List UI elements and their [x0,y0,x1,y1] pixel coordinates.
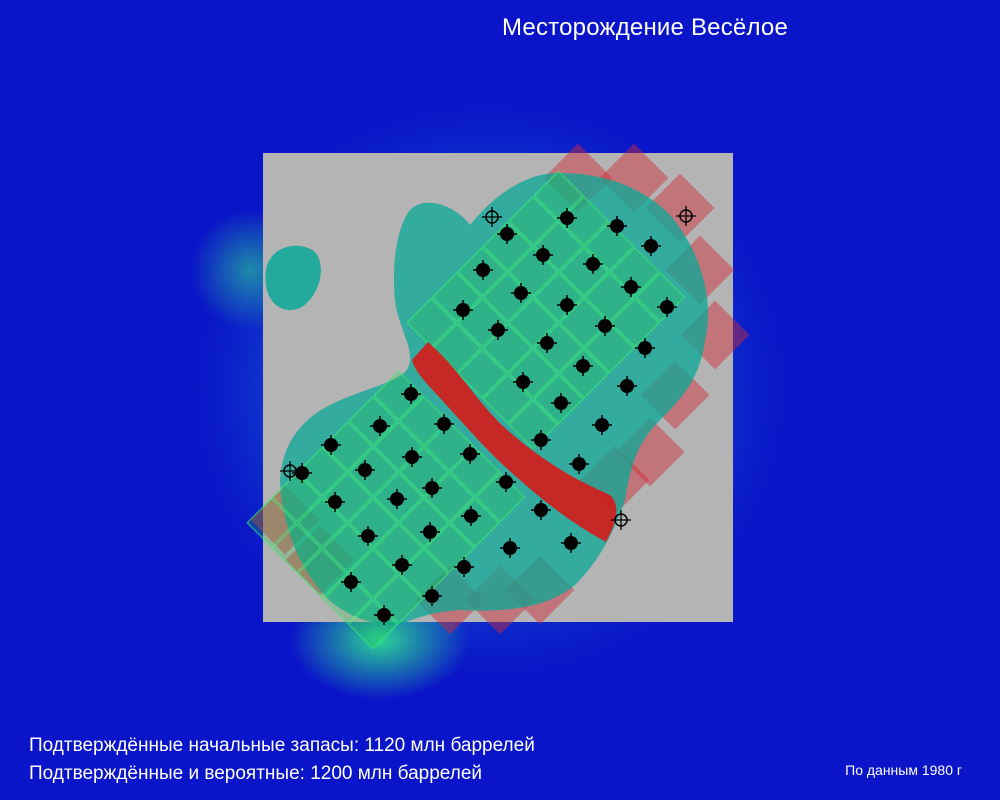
grid-cell [297,548,348,599]
exploration-well-icon[interactable] [676,206,696,226]
producing-well-icon[interactable] [641,236,661,256]
grid-cell [609,246,661,297]
exploration-well-icon[interactable] [611,510,631,530]
producing-well-icon[interactable] [420,522,440,542]
producing-well-icon[interactable] [434,414,454,434]
grid-cell [457,348,508,399]
grid-cell [348,497,399,548]
wells-layer [280,206,696,625]
grid-cell [508,195,559,247]
producing-well-icon[interactable] [617,376,637,396]
producing-well-icon[interactable] [374,605,394,625]
grid-cell [449,497,501,548]
producing-well-icon[interactable] [392,555,412,575]
grid-cell [533,170,584,221]
producing-well-icon[interactable] [460,444,480,464]
grid-cell [348,395,399,447]
grid-cell [609,297,661,348]
producing-well-icon[interactable] [402,447,422,467]
producing-well-icon[interactable] [341,572,361,592]
grid-cell [398,395,450,447]
producing-well-icon[interactable] [422,478,442,498]
grid-cell [271,523,322,574]
producing-well-icon[interactable] [533,245,553,265]
producing-well-icon[interactable] [461,506,481,526]
producing-well-icon[interactable] [321,435,341,455]
producing-well-icon[interactable] [595,316,615,336]
producing-well-icon[interactable] [497,224,517,244]
producing-well-icon[interactable] [500,538,520,558]
grid-cell [348,446,399,497]
grid-cell [322,574,373,625]
producing-well-icon[interactable] [473,260,493,280]
producing-well-icon[interactable] [531,500,551,520]
producing-well-icon[interactable] [325,492,345,512]
grid-cell [424,421,475,472]
source-note: По данным 1980 г [845,762,962,778]
producing-well-icon[interactable] [551,393,571,413]
grid-cell [424,523,475,574]
grid-cell [373,370,424,421]
producing-well-icon[interactable] [454,557,474,577]
producing-well-icon[interactable] [607,216,627,236]
grid-cell [348,548,399,599]
producing-well-icon[interactable] [635,338,655,358]
producing-well-icon[interactable] [488,320,508,340]
producing-well-icon[interactable] [422,586,442,606]
grid-cell [246,497,297,548]
reservoir-west [265,245,321,311]
producing-well-icon[interactable] [401,384,421,404]
reserves-summary: Подтверждённые начальные запасы: 1120 мл… [29,732,535,788]
producing-well-icon[interactable] [583,254,603,274]
grid-cell [508,297,559,348]
producing-well-icon[interactable] [657,297,677,317]
grid-cell [482,221,533,272]
grid-cell [297,446,348,497]
producing-well-icon[interactable] [387,489,407,509]
producing-well-icon[interactable] [511,283,531,303]
producing-well-icon[interactable] [573,356,593,376]
grid-cell [584,221,635,272]
grid-cell [482,272,533,323]
grid-cell [475,472,526,523]
producing-well-icon[interactable] [537,333,557,353]
producing-well-icon[interactable] [557,208,577,228]
producing-well-icon[interactable] [370,416,390,436]
producing-well-icon[interactable] [358,526,378,546]
grid-cell [322,421,373,472]
grid-cell [558,297,610,348]
producing-well-icon[interactable] [569,454,589,474]
exploration-well-icon[interactable] [280,461,300,481]
grid-cell [297,497,348,548]
producing-well-icon[interactable] [513,372,533,392]
grid-cell [398,548,450,599]
grid-cell [558,195,610,247]
producing-well-icon[interactable] [561,533,581,553]
proven-reserves-text: Подтверждённые начальные запасы: 1120 мл… [29,735,535,756]
grid-cell [449,446,501,497]
producing-well-icon[interactable] [496,472,516,492]
grid-cell [271,472,322,523]
producing-well-icon[interactable] [557,295,577,315]
map-title: Месторождение Весёлое [501,14,789,41]
producing-well-icon[interactable] [531,430,551,450]
producing-well-icon[interactable] [453,300,473,320]
grid-cell [584,323,635,374]
fault-zone [412,342,617,542]
producing-well-icon[interactable] [592,415,612,435]
probable-reserves-text: Подтверждённые и вероятные: 1200 млн бар… [29,763,483,784]
grid-cell [406,297,457,348]
producing-well-icon[interactable] [355,460,375,480]
grid-cell [584,272,635,323]
grid-cell [373,523,424,574]
producing-well-icon[interactable] [621,277,641,297]
exploration-well-icon[interactable] [482,207,502,227]
grid-cell [558,348,610,399]
